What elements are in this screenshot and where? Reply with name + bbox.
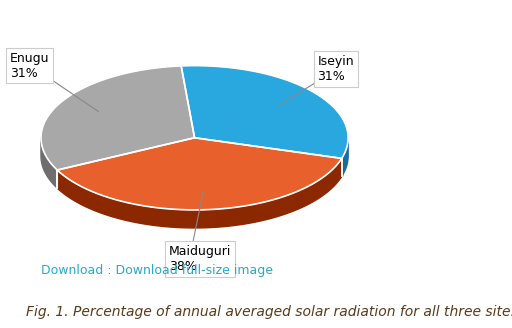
Text: Fig. 1. Percentage of annual averaged solar radiation for all three site.: Fig. 1. Percentage of annual averaged so…	[26, 305, 512, 318]
Polygon shape	[57, 138, 342, 210]
Polygon shape	[41, 137, 57, 188]
Polygon shape	[57, 158, 342, 228]
Polygon shape	[342, 137, 348, 176]
Text: Enugu
31%: Enugu 31%	[10, 51, 50, 80]
Polygon shape	[181, 66, 348, 158]
Text: Maiduguri
38%: Maiduguri 38%	[169, 245, 231, 273]
Text: Iseyin
31%: Iseyin 31%	[317, 55, 354, 83]
Text: Download : Download full-size image: Download : Download full-size image	[41, 264, 273, 277]
Polygon shape	[41, 66, 195, 170]
